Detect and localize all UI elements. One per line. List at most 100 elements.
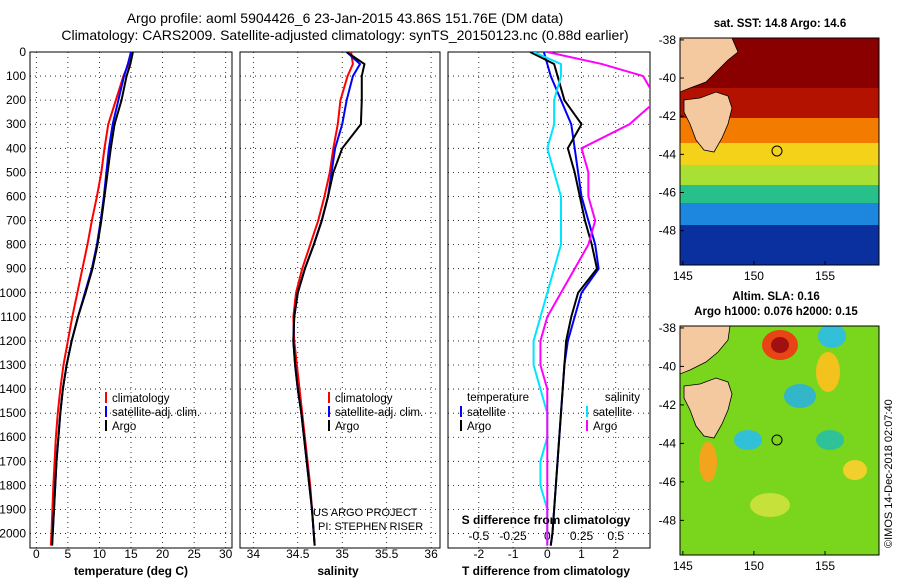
map-lat-label: -48 — [659, 513, 677, 527]
series-line-climatology — [49, 52, 132, 546]
x-tick-label: 35 — [336, 547, 350, 561]
legend-temperature-title: temperature — [467, 392, 529, 404]
x-tick-label: 30 — [219, 547, 233, 561]
map-lon-label: 145 — [673, 559, 693, 573]
x-tick-label: 15 — [124, 547, 138, 561]
depth-tick-label: 0 — [19, 45, 26, 59]
temperature-xlabel: temperature (deg C) — [74, 564, 188, 578]
s-diff-tick-label: 0.5 — [607, 529, 624, 543]
depth-tick-label: 400 — [6, 141, 26, 155]
depth-tick-label: 300 — [6, 117, 26, 131]
depth-tick-label: 100 — [6, 69, 26, 83]
s-difference-label: S difference from climatology — [462, 513, 631, 527]
x-tick-label: 34 — [247, 547, 261, 561]
tasmania-island — [683, 91, 733, 153]
difference-xlabel: T difference from climatology — [462, 564, 630, 578]
series-line-satellite-adj-clim- — [51, 52, 132, 546]
map-lon-label: 155 — [815, 269, 835, 283]
depth-tick-label: 1100 — [0, 310, 26, 324]
grid-layer — [30, 51, 650, 548]
temperature-profile-lines — [49, 52, 134, 546]
x-tick-label: 5 — [65, 547, 72, 561]
legend-satellite-label: satellite-adj. clim. — [112, 407, 200, 419]
sst-map-frame — [679, 37, 880, 266]
map-lat-label: -44 — [659, 147, 677, 161]
sst-map — [680, 38, 879, 265]
x-tick-label: 10 — [93, 547, 107, 561]
tasmania-island — [683, 377, 733, 439]
map-lon-label: 155 — [815, 559, 835, 573]
temperature-legend: climatology satellite-adj. clim. Argo — [105, 392, 200, 433]
depth-tick-label: 1600 — [0, 430, 26, 444]
x-tick-label: -1 — [508, 547, 519, 561]
x-tick-label: 25 — [187, 547, 201, 561]
mainland-australia — [680, 326, 731, 375]
x-tick-label: 2 — [612, 547, 619, 561]
series-line-satellite-adj-clim- — [292, 52, 362, 546]
sla-map-title-2: Argo h1000: 0.076 h2000: 0.15 — [694, 306, 858, 318]
difference-profile-lines — [529, 52, 650, 546]
salinity-panel-frame — [239, 51, 441, 549]
salinity-profile-lines — [292, 52, 366, 546]
series-line-argo — [529, 52, 599, 546]
series-line-argo — [539, 52, 650, 546]
x-tick-labels: 0 5 10 15 20 25 30 34 34.5 35 35.5 36 -2 -1 0 1 2 -0.5 -0.… — [33, 529, 624, 561]
map-lon-label: 150 — [744, 559, 764, 573]
legend-climatology-label: climatology — [335, 393, 393, 405]
depth-tick-label: 1800 — [0, 478, 26, 492]
difference-panel-frame — [447, 51, 651, 549]
map-lat-label: -38 — [659, 33, 677, 47]
sla-map-frame — [679, 325, 880, 556]
map-lat-label: -40 — [659, 71, 677, 85]
legend-t-argo-label: Argo — [467, 421, 491, 433]
series-line-satellite — [542, 52, 600, 546]
x-tick-label: 34.5 — [286, 547, 310, 561]
salinity-xlabel: salinity — [317, 564, 359, 578]
depth-tick-label: 900 — [6, 262, 26, 276]
temperature-panel-frame — [29, 51, 233, 549]
depth-tick-label: 2000 — [0, 527, 26, 541]
legend-s-argo-label: Argo — [593, 421, 617, 433]
x-tick-label: 35.5 — [375, 547, 399, 561]
salinity-legend: climatology satellite-adj. clim. Argo — [328, 392, 423, 433]
sst-map-title: sat. SST: 14.8 Argo: 14.6 — [714, 18, 847, 30]
map-lat-label: -48 — [659, 224, 677, 238]
map-lat-label: -44 — [659, 436, 677, 450]
map-lat-label: -38 — [659, 321, 677, 335]
x-tick-label: 36 — [424, 547, 438, 561]
legend-t-satellite-label: satellite — [467, 407, 506, 419]
depth-tick-label: 1200 — [0, 334, 26, 348]
depth-tick-label: 700 — [6, 214, 26, 228]
argo-position-marker — [771, 145, 783, 157]
title-line-2: Climatology: CARS2009. Satellite-adjuste… — [61, 27, 628, 43]
series-line-argo — [51, 52, 134, 546]
x-tick-label: 20 — [156, 547, 170, 561]
depth-tick-label: 1700 — [0, 454, 26, 468]
map-lat-label: -40 — [659, 359, 677, 373]
x-tick-label: 1 — [578, 547, 585, 561]
depth-tick-label: 200 — [6, 93, 26, 107]
depth-tick-label: 1300 — [0, 358, 26, 372]
sst-map-ticks: 145 150 155 -38 -40 -42 -44 -46 -48 — [659, 33, 836, 283]
depth-tick-label: 1900 — [0, 502, 26, 516]
map-lat-label: -42 — [659, 109, 677, 123]
map-lon-label: 145 — [673, 269, 693, 283]
series-line-satellite — [532, 52, 562, 546]
s-diff-tick-label: 0.25 — [570, 529, 594, 543]
legend-satellite-label: satellite-adj. clim. — [335, 407, 423, 419]
series-line-climatology — [292, 52, 354, 546]
depth-tick-label: 1500 — [0, 406, 26, 420]
s-diff-tick-label: -0.25 — [499, 529, 527, 543]
argo-position-marker — [771, 434, 783, 446]
map-lat-label: -46 — [659, 186, 677, 200]
map-lat-label: -42 — [659, 398, 677, 412]
sla-map-title-1: Altim. SLA: 0.16 — [732, 291, 820, 303]
map-lon-label: 150 — [744, 269, 764, 283]
series-line-argo — [292, 52, 366, 546]
x-tick-label: -2 — [473, 547, 484, 561]
difference-legend: temperature satellite Argo salinity sate… — [460, 392, 640, 433]
legend-salinity-title: salinity — [605, 392, 640, 404]
depth-tick-label: 600 — [6, 189, 26, 203]
x-tick-label: 0 — [544, 547, 551, 561]
credit-project: US ARGO PROJECT — [313, 507, 418, 519]
